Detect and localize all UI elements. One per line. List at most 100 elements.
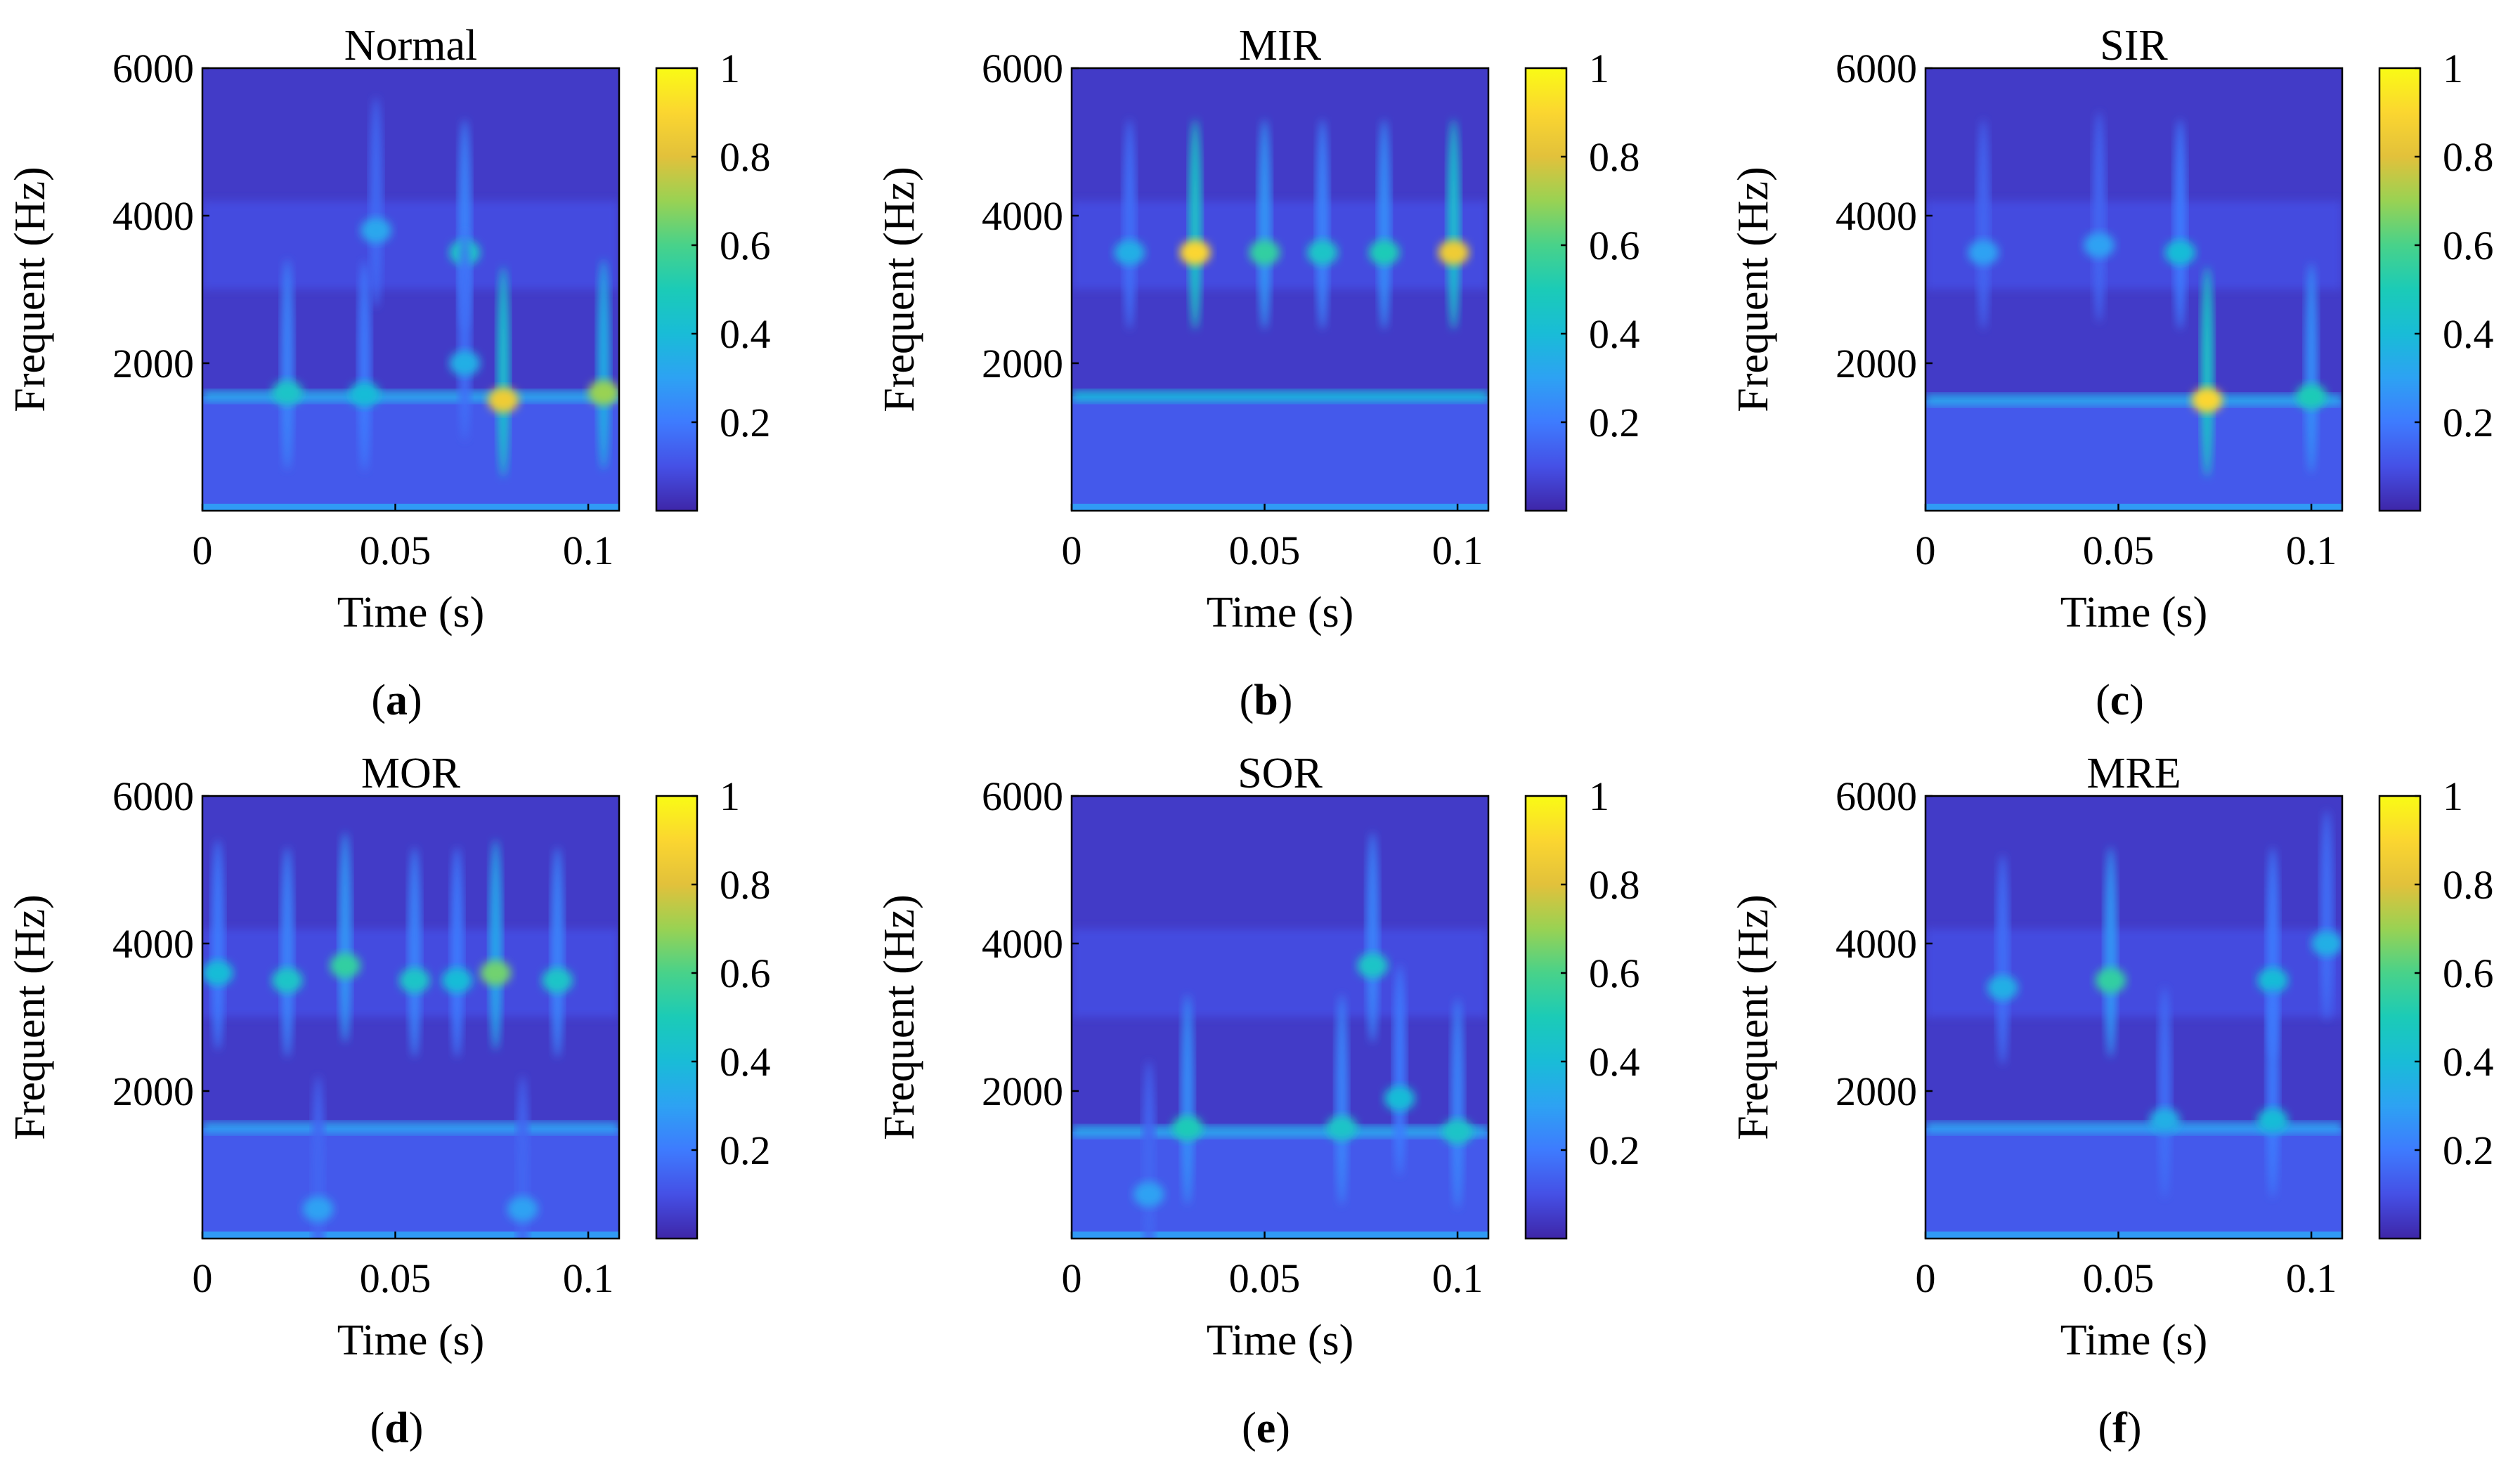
colorbar-frame bbox=[1524, 795, 1568, 1240]
energy-streak bbox=[597, 259, 611, 470]
panel-e: SOR 6000 4000 2000 0 0.05 0.1 Time (s) Frequent … bbox=[876, 750, 1640, 1452]
energy-streak bbox=[2158, 987, 2171, 1198]
colorbar-tick-label: 0.4 bbox=[720, 311, 771, 357]
energy-streak bbox=[2200, 266, 2214, 478]
energy-streak bbox=[2266, 987, 2280, 1198]
energy-streak bbox=[311, 1076, 325, 1239]
energy-streak bbox=[408, 847, 421, 1058]
x-tick-label: 0.1 bbox=[1432, 528, 1483, 573]
hotspot bbox=[1326, 1115, 1358, 1141]
x-tick-label: 0.05 bbox=[2083, 1255, 2155, 1301]
energy-streak bbox=[280, 847, 294, 1058]
energy-streak bbox=[339, 832, 352, 1043]
colorbar-tick-label: 0.8 bbox=[720, 134, 771, 180]
energy-streak bbox=[370, 97, 383, 308]
colorbar-tick-label: 1 bbox=[2443, 773, 2463, 819]
y-tick-label: 4000 bbox=[982, 193, 1063, 239]
low-frequency-region bbox=[1072, 1131, 1488, 1239]
x-axis-label: Time (s) bbox=[2060, 589, 2208, 636]
x-tick-label: 0.1 bbox=[1432, 1255, 1483, 1301]
y-axis-label: Frequent (Hz) bbox=[876, 894, 923, 1140]
y-tick-label: 4000 bbox=[112, 193, 194, 239]
colorbar-tick-label: 1 bbox=[1589, 46, 1609, 91]
hotspot bbox=[271, 967, 303, 993]
colorbar bbox=[656, 796, 697, 1239]
colorbar bbox=[2379, 68, 2420, 511]
bottom-strip bbox=[1072, 504, 1488, 511]
energy-streak bbox=[1316, 119, 1329, 330]
low-frequency-region bbox=[1072, 396, 1488, 511]
hotspot bbox=[1987, 975, 2018, 1000]
energy-streak bbox=[358, 261, 371, 472]
hotspot bbox=[2311, 931, 2342, 956]
y-tick-label: 2000 bbox=[982, 341, 1063, 386]
chart-title: Normal bbox=[344, 22, 477, 70]
baseline-band bbox=[1072, 391, 1488, 403]
panel-label: (f) bbox=[2098, 1404, 2142, 1452]
energy-streak bbox=[1447, 119, 1460, 330]
panel-a: Normal 6000 4000 2000 0 0.05 0.1 Time (s) Freque… bbox=[6, 22, 771, 724]
colorbar-tick-label: 1 bbox=[720, 46, 740, 91]
energy-streak bbox=[497, 266, 510, 478]
energy-streak bbox=[1996, 854, 2009, 1065]
y-tick-label: 2000 bbox=[112, 1069, 194, 1114]
y-tick-label: 4000 bbox=[112, 921, 194, 967]
colorbar-frame bbox=[655, 795, 699, 1240]
bottom-strip bbox=[1072, 1232, 1488, 1239]
energy-streak bbox=[1142, 1061, 1155, 1239]
hotspot bbox=[488, 387, 519, 413]
hotspot bbox=[1438, 240, 1469, 266]
energy-streak bbox=[2093, 112, 2106, 322]
energy-streak bbox=[551, 847, 564, 1058]
colorbar-tick-label: 0.2 bbox=[720, 400, 771, 445]
baseline-band bbox=[1925, 394, 2342, 406]
colorbar-tick-label: 0.4 bbox=[2443, 311, 2494, 357]
heatmap bbox=[1925, 68, 2342, 511]
colorbar bbox=[656, 68, 697, 511]
hotspot bbox=[1133, 1182, 1164, 1207]
x-tick-label: 0.1 bbox=[563, 1255, 614, 1301]
y-tick-label: 6000 bbox=[982, 773, 1063, 819]
plot-frame bbox=[1924, 795, 2344, 1240]
colorbar-frame bbox=[1524, 67, 1568, 512]
colorbar-tick-label: 0.8 bbox=[1589, 134, 1640, 180]
heatmap bbox=[1925, 796, 2342, 1239]
x-axis-label: Time (s) bbox=[1207, 1317, 1354, 1364]
y-tick-label: 6000 bbox=[982, 46, 1063, 91]
hotspot bbox=[1306, 240, 1338, 266]
hotspot bbox=[1357, 953, 1389, 979]
hotspot bbox=[1114, 240, 1145, 266]
heatmap bbox=[202, 796, 619, 1239]
colorbar-tick-label: 0.4 bbox=[720, 1039, 771, 1085]
energy-streak bbox=[1181, 994, 1194, 1206]
energy-streak bbox=[1335, 994, 1349, 1206]
hotspot bbox=[1368, 240, 1400, 266]
y-tick-label: 2000 bbox=[1836, 1069, 1917, 1114]
energy-streak bbox=[489, 840, 502, 1050]
panel-b: MIR 6000 4000 2000 0 0.05 0.1 Time (s) Frequent … bbox=[876, 22, 1640, 724]
panel-label: (a) bbox=[371, 677, 422, 724]
low-frequency-region bbox=[1925, 400, 2342, 511]
panel-label: (e) bbox=[1242, 1404, 1290, 1452]
colorbar-tick-label: 0.2 bbox=[1589, 1128, 1640, 1173]
y-axis-label: Frequent (Hz) bbox=[1729, 894, 1777, 1140]
hotspot bbox=[2149, 1108, 2181, 1133]
colorbar-tick-label: 0.6 bbox=[1589, 223, 1640, 268]
y-axis-label: Frequent (Hz) bbox=[6, 167, 54, 412]
x-axis-label: Time (s) bbox=[1207, 589, 1354, 636]
hotspot bbox=[449, 351, 481, 376]
x-tick-label: 0.05 bbox=[1229, 1255, 1301, 1301]
plot-frame bbox=[201, 67, 621, 512]
colorbar-tick-label: 0.6 bbox=[2443, 223, 2494, 268]
energy-streak bbox=[1393, 965, 1406, 1176]
hotspot bbox=[2191, 387, 2223, 413]
panel-c: SIR 6000 4000 2000 0 0.05 0.1 Time (s) Frequent … bbox=[1729, 22, 2494, 724]
energy-streak bbox=[2104, 847, 2117, 1058]
low-frequency-region bbox=[202, 396, 619, 511]
bottom-strip bbox=[1925, 1232, 2342, 1239]
chart-title: MRE bbox=[2086, 750, 2181, 797]
y-tick-label: 2000 bbox=[1836, 341, 1917, 386]
hotspot bbox=[2164, 240, 2196, 266]
colorbar-tick-label: 0.6 bbox=[2443, 951, 2494, 996]
bottom-strip bbox=[1925, 504, 2342, 511]
